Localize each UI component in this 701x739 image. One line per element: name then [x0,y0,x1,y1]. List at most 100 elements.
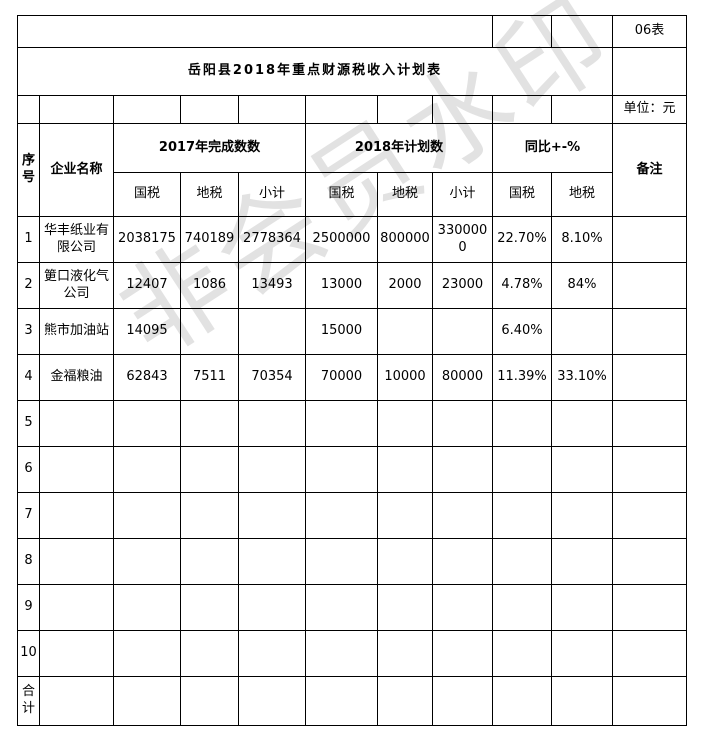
row-number-cell: 9 [17,584,40,631]
value-cell [377,584,433,631]
empty-cell [180,95,239,124]
tax-plan-table: 06表 岳阳县2018年重点财源税收入计划表 单位：元 序号 企业名称 2017… [17,15,687,726]
empty-cell [432,95,493,124]
col-header-yoy-local: 地税 [551,172,613,217]
col-header-2017-national: 国税 [113,172,181,217]
empty-cell [113,95,181,124]
value-cell [180,400,239,447]
value-cell [113,492,181,539]
value-cell [180,538,239,585]
value-cell: 740189 [180,216,239,263]
value-cell: 80000 [432,354,493,401]
value-cell: 84% [551,262,613,309]
total-label-cell: 合计 [17,676,40,726]
value-cell [305,630,378,677]
value-cell [180,584,239,631]
remark-cell [612,538,687,585]
value-cell [432,308,493,355]
remark-cell [612,676,687,726]
header-row-groups: 序号 企业名称 2017年完成数数 2018年计划数 同比+-% 备注 [17,123,687,217]
value-cell: 800000 [377,216,433,263]
value-cell: 23000 [432,262,493,309]
value-cell: 10000 [377,354,433,401]
value-cell [377,446,433,493]
remark-cell [612,354,687,401]
value-cell [432,584,493,631]
empty-cell [238,95,306,124]
col-header-seq: 序号 [17,123,40,217]
value-cell [180,308,239,355]
value-cell [377,400,433,447]
col-header-2018-local: 地税 [377,172,433,217]
value-cell [551,630,613,677]
value-cell: 15000 [305,308,378,355]
value-cell [238,538,306,585]
empty-cell [17,15,493,48]
value-cell [113,584,181,631]
value-cell: 33.10% [551,354,613,401]
form-tag: 06表 [612,15,687,48]
value-cell: 13493 [238,262,306,309]
value-cell [113,400,181,447]
remark-cell [612,630,687,677]
company-name-cell: 华丰纸业有限公司 [39,216,114,263]
value-cell [238,676,306,726]
value-cell [432,492,493,539]
remark-cell [612,400,687,447]
row-number-cell: 7 [17,492,40,539]
value-cell: 70000 [305,354,378,401]
value-cell [377,676,433,726]
value-cell [180,630,239,677]
title-row: 岳阳县2018年重点财源税收入计划表 [17,47,687,96]
row-number-cell: 1 [17,216,40,263]
value-cell [180,446,239,493]
value-cell: 2778364 [238,216,306,263]
row-number-cell: 10 [17,630,40,677]
value-cell [432,630,493,677]
value-cell [238,630,306,677]
value-cell: 13000 [305,262,378,309]
remark-cell [612,584,687,631]
col-header-remark: 备注 [612,123,687,217]
value-cell [238,584,306,631]
total-row: 合计 [17,676,687,726]
company-name-cell [39,630,114,677]
value-cell: 7511 [180,354,239,401]
col-header-2018-national: 国税 [305,172,378,217]
form-tag-row: 06表 [17,15,687,48]
value-cell [305,446,378,493]
value-cell [492,630,552,677]
empty-cell [551,15,613,48]
col-header-yoy-group: 同比+-% [492,123,613,173]
company-name-cell [39,400,114,447]
value-cell [305,584,378,631]
col-header-2018-group: 2018年计划数 [305,123,493,173]
value-cell [113,630,181,677]
row-number-cell: 3 [17,308,40,355]
value-cell: 4.78% [492,262,552,309]
row-number-cell: 5 [17,400,40,447]
company-name-cell: 金福粮油 [39,354,114,401]
company-name-cell: 熊市加油站 [39,308,114,355]
value-cell: 70354 [238,354,306,401]
empty-cell [612,47,687,96]
value-cell [551,400,613,447]
company-name-cell [39,584,114,631]
empty-cell [305,95,378,124]
value-cell [432,676,493,726]
unit-label: 单位：元 [612,95,687,124]
value-cell: 8.10% [551,216,613,263]
value-cell [238,492,306,539]
value-cell [377,492,433,539]
empty-cell [17,95,40,124]
company-name-cell [39,446,114,493]
row-number-cell: 2 [17,262,40,309]
value-cell: 6.40% [492,308,552,355]
table-row: 3 熊市加油站 14095 15000 6.40% [17,308,687,355]
value-cell: 62843 [113,354,181,401]
col-header-2017-subtotal: 小计 [238,172,306,217]
value-cell [113,538,181,585]
table-row: 2 筻口液化气公司 12407 1086 13493 13000 2000 23… [17,262,687,309]
empty-cell [492,15,552,48]
